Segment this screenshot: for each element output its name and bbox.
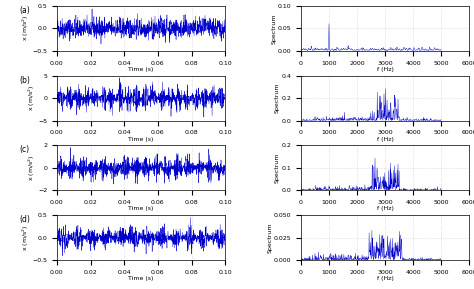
Y-axis label: x (m/s$^2$): x (m/s$^2$) [27, 85, 36, 111]
Y-axis label: x (m/s$^2$): x (m/s$^2$) [26, 155, 36, 181]
Text: (d): (d) [20, 215, 31, 224]
X-axis label: Time (s): Time (s) [128, 137, 154, 142]
Y-axis label: Spectrum: Spectrum [271, 13, 276, 44]
X-axis label: Time (s): Time (s) [128, 206, 154, 212]
Y-axis label: Spectrum: Spectrum [275, 83, 280, 113]
X-axis label: f (Hz): f (Hz) [377, 137, 393, 142]
X-axis label: Time (s): Time (s) [128, 67, 154, 72]
Y-axis label: Spectrum: Spectrum [267, 222, 272, 253]
Y-axis label: Spectrum: Spectrum [275, 153, 280, 183]
X-axis label: f (Hz): f (Hz) [377, 67, 393, 72]
Y-axis label: x (m/s$^2$): x (m/s$^2$) [20, 15, 31, 42]
X-axis label: f (Hz): f (Hz) [377, 206, 393, 212]
Text: (b): (b) [20, 75, 31, 85]
Y-axis label: x (m/s$^2$): x (m/s$^2$) [20, 224, 31, 251]
Text: (c): (c) [20, 145, 30, 154]
X-axis label: f (Hz): f (Hz) [377, 276, 393, 281]
Text: (a): (a) [20, 6, 31, 15]
X-axis label: Time (s): Time (s) [128, 276, 154, 281]
